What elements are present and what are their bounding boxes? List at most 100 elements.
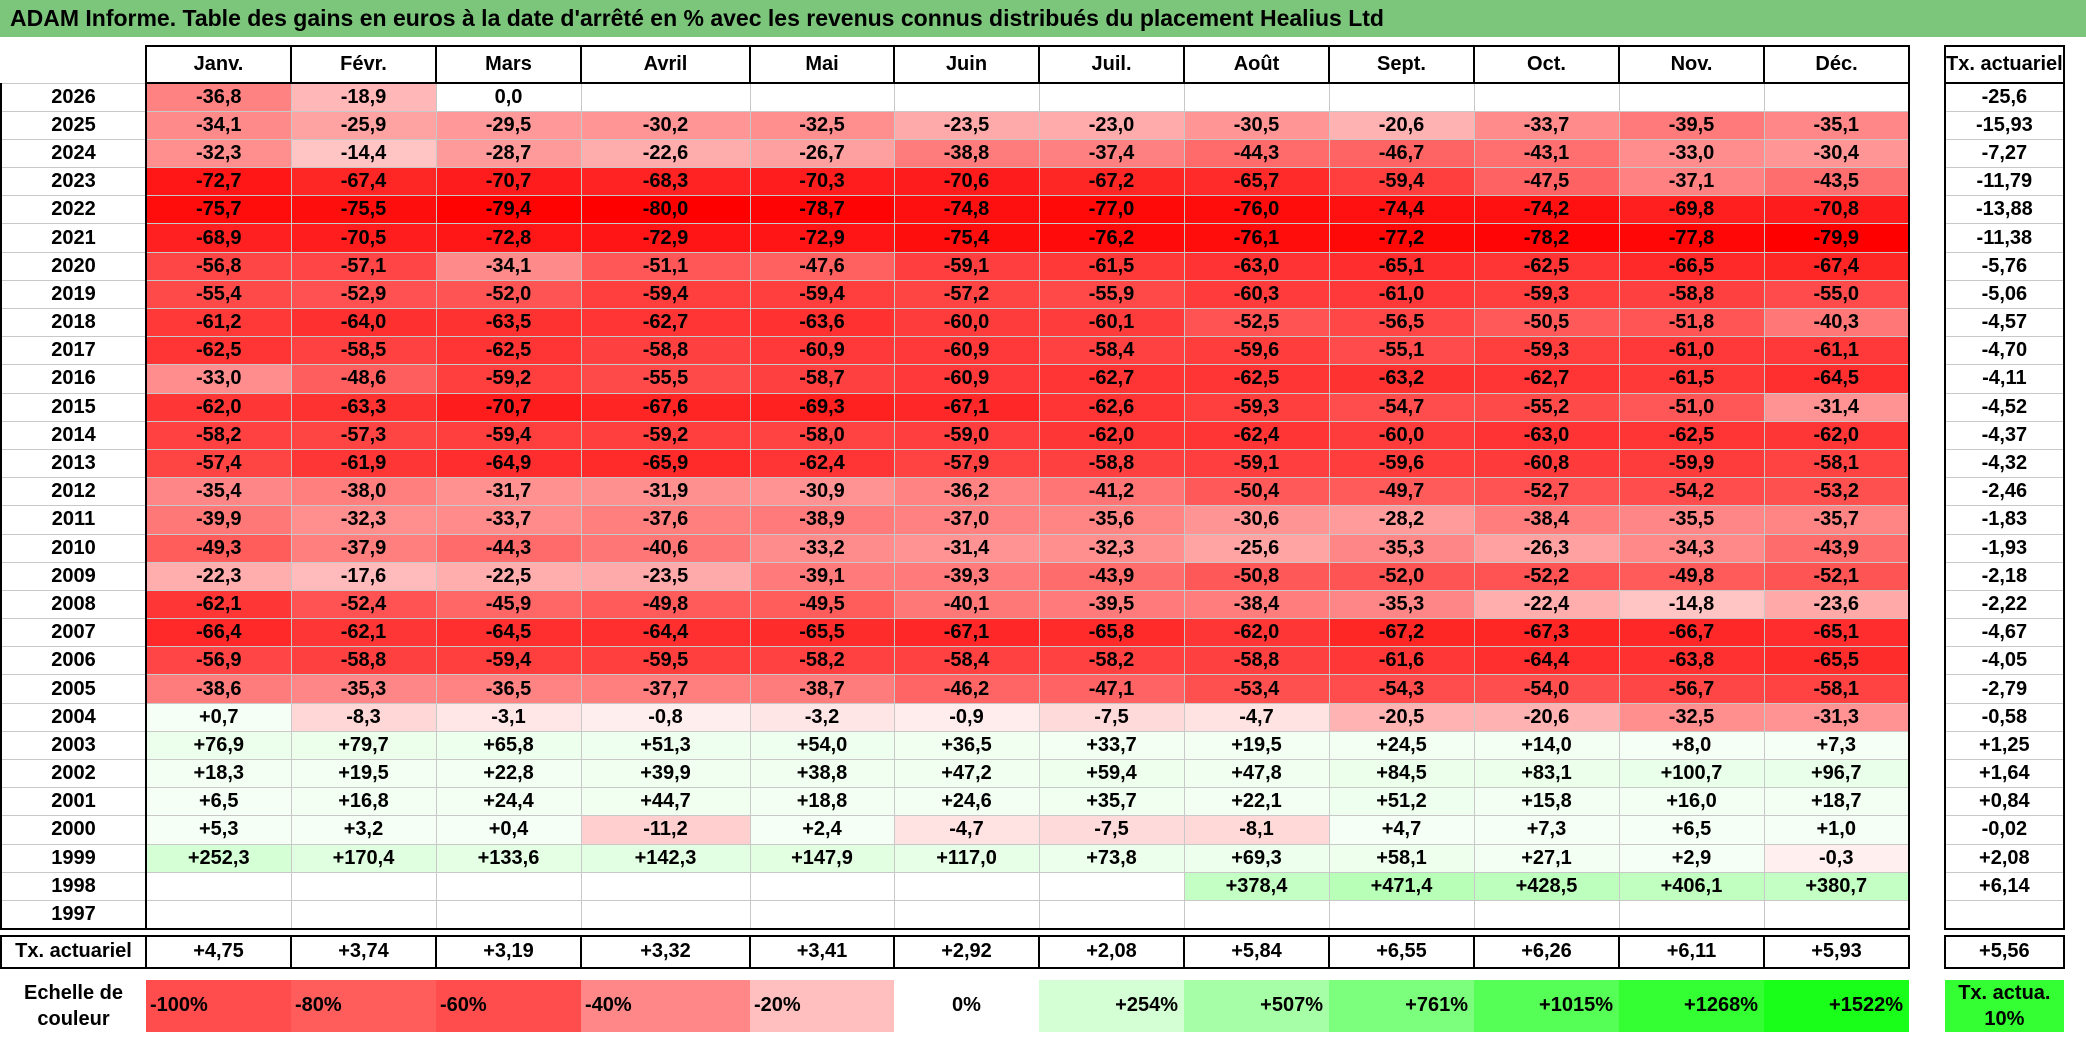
spacer-cell	[1, 929, 2064, 936]
gain-cell: -41,2	[1038, 477, 1185, 507]
gap-cell	[1909, 646, 1945, 675]
gain-cell: -17,6	[290, 561, 437, 591]
gain-cell: -51,0	[1618, 392, 1765, 422]
color-scale-swatch: -100%	[146, 979, 291, 1032]
gain-cell	[1473, 82, 1620, 112]
year-label: 2014	[0, 420, 147, 450]
gain-cell: -72,9	[580, 223, 751, 253]
gain-cell: -64,5	[1763, 364, 1910, 394]
year-label: 2000	[0, 815, 147, 845]
gain-cell: -28,7	[435, 138, 582, 169]
year-label: 2016	[0, 364, 147, 394]
gain-cell: -8,3	[290, 702, 437, 732]
gain-cell: -36,5	[435, 674, 582, 704]
row-tx-value: -4,52	[1944, 392, 2065, 422]
gain-cell: -39,5	[1038, 589, 1185, 620]
gain-cell: -47,1	[1038, 674, 1185, 704]
gain-cell: -70,8	[1763, 195, 1910, 225]
summary-value: +5,84	[1183, 934, 1330, 969]
year-label: 2002	[0, 758, 147, 789]
gain-cell	[1183, 899, 1330, 930]
gain-cell: -37,0	[893, 505, 1040, 535]
gap-cell	[1909, 83, 1945, 112]
gain-cell: -59,1	[1183, 448, 1330, 479]
gain-cell	[290, 871, 437, 901]
gain-cell	[1763, 82, 1910, 112]
gain-cell: -72,7	[145, 167, 292, 197]
gain-cell: -4,7	[1183, 702, 1330, 732]
summary-value: +5,93	[1763, 934, 1910, 969]
gain-cell: -58,1	[1763, 674, 1910, 704]
color-scale-swatch: -20%	[750, 979, 894, 1032]
gain-cell: -59,6	[1183, 336, 1330, 366]
color-scale-swatch: -60%	[436, 979, 581, 1032]
table-row: 2011 -39,9 -32,3 -33,7 -37,6 -38,9 -37,0 -35,6-…	[0, 505, 2065, 535]
gap-cell	[1909, 195, 1945, 224]
year-label: 2024	[0, 138, 147, 169]
table-row: 2026 -36,8 -18,9 0,0 -25,6	[0, 82, 2065, 112]
gain-cell: -80,0	[580, 195, 751, 225]
gain-cell: -59,6	[1328, 448, 1475, 479]
gain-cell: -65,7	[1183, 167, 1330, 197]
gain-cell: -59,4	[749, 279, 895, 310]
gain-cell: -77,8	[1618, 223, 1765, 253]
gain-cell: -70,7	[435, 167, 582, 197]
gain-cell: +117,0	[893, 843, 1040, 873]
gain-cell	[1473, 899, 1620, 930]
gap-cell	[1909, 703, 1945, 732]
gain-cell: -31,7	[435, 477, 582, 507]
gain-cell: -11,2	[580, 815, 751, 845]
gain-cell: -77,2	[1328, 223, 1475, 253]
gain-cell: -64,4	[580, 618, 751, 648]
gain-cell: -50,5	[1473, 307, 1620, 338]
gain-cell: -57,3	[290, 420, 437, 450]
gain-cell: +3,2	[290, 815, 437, 845]
row-tx-value: -2,22	[1944, 589, 2065, 620]
gain-cell: -23,0	[1038, 110, 1185, 140]
row-tx-value: +0,84	[1944, 787, 2065, 817]
gain-cell: -31,9	[580, 477, 751, 507]
gain-cell: -55,5	[580, 364, 751, 394]
gain-cell: -62,5	[1473, 251, 1620, 281]
gap-cell	[1909, 590, 1945, 619]
gap-cell	[1909, 844, 1945, 873]
table-row: 2023 -72,7 -67,4 -70,7 -68,3 -70,3 -70,6 -67,2-…	[0, 167, 2065, 197]
gain-cell: -67,1	[893, 618, 1040, 648]
gain-cell: +6,5	[145, 787, 292, 817]
gain-cell: -79,9	[1763, 223, 1910, 253]
gain-cell: +27,1	[1473, 843, 1620, 873]
color-scale-swatch: +1015%	[1474, 979, 1619, 1032]
color-scale-swatch: +761%	[1329, 979, 1474, 1032]
gain-cell: -56,5	[1328, 307, 1475, 338]
row-tx-value: +1,25	[1944, 730, 2065, 761]
gain-cell: -46,7	[1328, 138, 1475, 169]
gain-cell: -67,2	[1038, 167, 1185, 197]
table-row: 2010 -49,3 -37,9 -44,3 -40,6 -33,2 -31,4 -32,3-…	[0, 533, 2065, 563]
gain-cell: -23,5	[580, 561, 751, 591]
gap-cell	[1909, 900, 1945, 929]
gap-cell	[1909, 562, 1945, 591]
summary-tx-value: +5,56	[1944, 934, 2065, 969]
gain-cell: -45,9	[435, 589, 582, 620]
gap-cell	[1909, 872, 1945, 901]
gain-cell: -58,8	[1038, 448, 1185, 479]
gain-cell	[893, 899, 1040, 930]
gain-cell	[580, 871, 751, 901]
gain-cell: -50,8	[1183, 561, 1330, 591]
row-tx-value: +1,64	[1944, 758, 2065, 789]
year-label: 2004	[0, 702, 147, 732]
gain-cell: -37,7	[580, 674, 751, 704]
header-row: Janv. Févr. Mars Avril Mai Juin Juil. Août Sept.…	[1, 45, 2065, 84]
month-header: Janv.	[145, 45, 292, 84]
month-header: Mars	[435, 45, 582, 84]
gain-cell	[1328, 82, 1475, 112]
summary-value: +3,32	[580, 934, 751, 969]
gap-cell	[1909, 139, 1945, 168]
row-tx-value: -25,6	[1944, 82, 2065, 112]
gain-cell: -56,9	[145, 646, 292, 676]
gain-cell: -57,9	[893, 448, 1040, 479]
gain-cell: -63,6	[749, 307, 895, 338]
table-row: 2000 +5,3 +3,2 +0,4 -11,2 +2,4 -4,7 -7,5 -8,1 +4,…	[0, 815, 2065, 845]
gain-cell: +406,1	[1618, 871, 1765, 901]
row-tx-value: -4,32	[1944, 448, 2065, 479]
